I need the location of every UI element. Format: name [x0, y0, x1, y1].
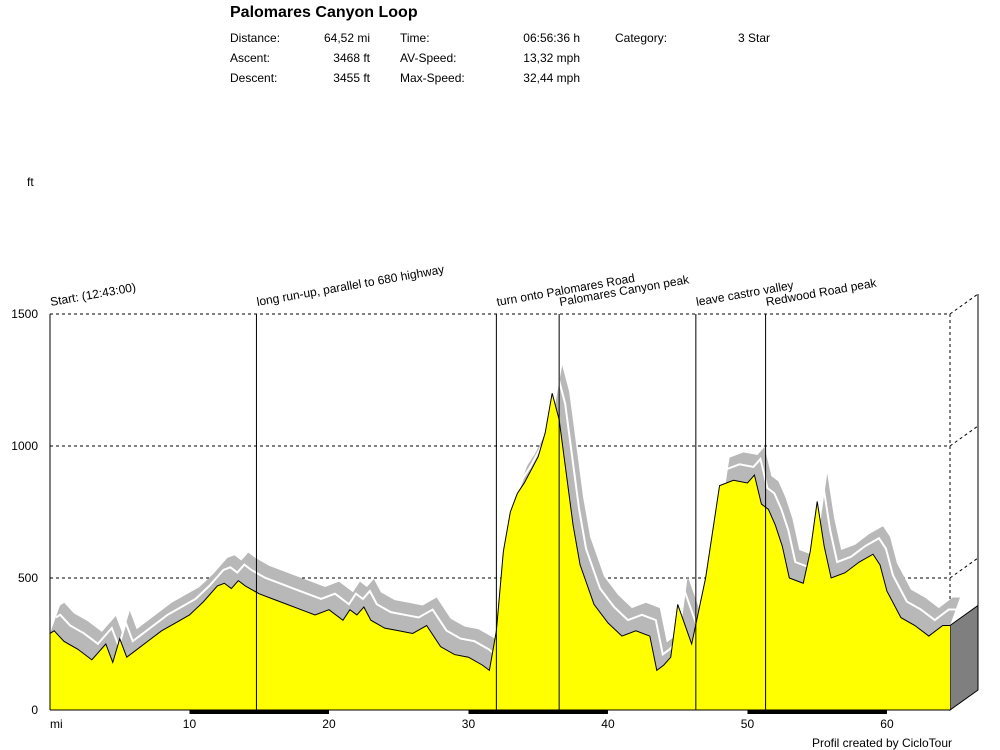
av-speed-value: 13,32 mph: [523, 51, 580, 65]
shadow-highlight: [55, 376, 956, 657]
x-scale-segment: [468, 710, 608, 714]
category-label: Category:: [615, 31, 668, 45]
x-tick-label: 50: [741, 717, 755, 731]
elevation-area: [50, 393, 950, 710]
gridline-depth: [949, 557, 979, 579]
ascent-label: Ascent:: [230, 51, 271, 65]
chart-title: Palomares Canyon Loop: [230, 4, 418, 21]
x-tick-label: 60: [880, 717, 894, 731]
y-tick-label: 1000: [11, 439, 38, 453]
category-value: 3 Star: [738, 31, 771, 45]
y-axis-unit: ft: [27, 175, 34, 189]
gridline-depth: [949, 425, 979, 447]
x-tick-label: 10: [183, 717, 197, 731]
av-speed-label: AV-Speed:: [400, 51, 457, 65]
elevation-line: [49, 393, 950, 672]
descent-value: 3455 ft: [333, 71, 370, 85]
gridline-depth: [949, 293, 979, 315]
profile-side-face: [949, 604, 979, 711]
y-tick-label: 1500: [11, 307, 38, 321]
distance-label: Distance:: [230, 31, 281, 45]
max-speed-value: 32,44 mph: [523, 71, 580, 85]
x-tick-label: 20: [322, 717, 336, 731]
x-tick-label: 30: [462, 717, 476, 731]
annotation-label: long run-up, parallel to 680 highway: [256, 262, 446, 309]
x-axis-unit: mi: [50, 717, 63, 731]
time-label: Time:: [400, 31, 430, 45]
y-tick-label: 500: [18, 571, 38, 585]
time-value: 06:56:36 h: [523, 31, 580, 45]
distance-value: 64,52 mi: [323, 31, 370, 45]
y-tick-label: 0: [31, 703, 38, 717]
max-speed-label: Max-Speed:: [400, 71, 465, 85]
x-scale-segment: [189, 710, 329, 714]
annotation-label: Start: (12:43:00): [49, 280, 137, 309]
ascent-value: 3468 ft: [333, 51, 370, 65]
elevation-shadow: [50, 365, 960, 671]
x-tick-label: 40: [601, 717, 615, 731]
footer-credit: Profil created by CicloTour: [811, 736, 952, 750]
descent-label: Descent:: [230, 71, 278, 85]
x-scale-segment: [747, 710, 887, 714]
